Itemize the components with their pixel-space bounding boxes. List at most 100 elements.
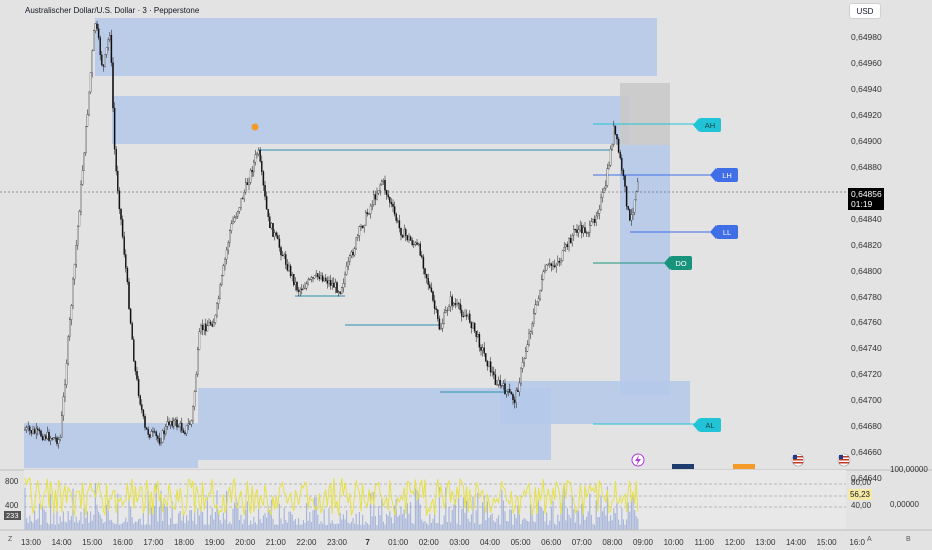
volume-bar bbox=[152, 512, 154, 530]
label-ll[interactable]: LL bbox=[710, 225, 738, 239]
candle-body bbox=[462, 316, 465, 317]
volume-bar bbox=[328, 508, 330, 530]
candle-body bbox=[438, 318, 441, 330]
candle-body bbox=[78, 211, 81, 227]
candle-body bbox=[608, 164, 610, 169]
us-flag-icon[interactable] bbox=[791, 453, 805, 467]
currency-button[interactable]: USD bbox=[849, 3, 881, 19]
candle-body bbox=[531, 323, 533, 332]
volume-bar bbox=[523, 518, 525, 530]
volume-bar bbox=[466, 500, 468, 530]
candle-body bbox=[398, 220, 401, 229]
volume-bar bbox=[435, 523, 437, 530]
candle-body bbox=[176, 419, 178, 428]
candle-body bbox=[633, 199, 636, 213]
volume-bar bbox=[306, 503, 308, 530]
volume-bar bbox=[478, 524, 480, 530]
rsi-current-value: 56,23 bbox=[848, 489, 872, 500]
log-scale-button[interactable]: B bbox=[906, 536, 911, 543]
volume-bar bbox=[419, 504, 421, 530]
volume-bar bbox=[422, 522, 424, 530]
lightning-icon[interactable] bbox=[631, 453, 645, 467]
volume-bar bbox=[587, 511, 589, 530]
volume-bar bbox=[144, 524, 146, 530]
volume-bar bbox=[266, 517, 268, 530]
volume-bar bbox=[581, 503, 583, 530]
price-tick: 0,64840 bbox=[851, 213, 882, 224]
event-marker-blue[interactable] bbox=[672, 464, 694, 469]
candle-body bbox=[93, 30, 95, 52]
candle-body bbox=[65, 363, 68, 385]
candle-body bbox=[493, 371, 495, 375]
candle-body bbox=[513, 399, 516, 403]
candle-body bbox=[323, 277, 325, 282]
candle-body bbox=[315, 273, 317, 276]
label-ah[interactable]: AH bbox=[693, 118, 721, 132]
candle-body bbox=[427, 277, 429, 285]
price-tick: 0,64660 bbox=[851, 447, 882, 458]
volume-bar bbox=[574, 522, 576, 530]
time-tick: 05:00 bbox=[510, 538, 531, 547]
volume-bar bbox=[147, 491, 149, 530]
volume-bar bbox=[533, 521, 535, 530]
volume-bar bbox=[142, 512, 144, 530]
auto-scale-button[interactable]: A bbox=[867, 536, 872, 543]
us-flag-icon-2[interactable] bbox=[837, 453, 851, 467]
volume-bar bbox=[397, 516, 399, 530]
volume-bar bbox=[613, 508, 615, 530]
zoom-toggle[interactable]: Z bbox=[8, 536, 13, 543]
volume-bar bbox=[557, 514, 559, 530]
volume-bar bbox=[298, 517, 300, 530]
candle-body bbox=[629, 209, 631, 221]
candle-body bbox=[525, 351, 527, 359]
candle-body bbox=[195, 374, 197, 392]
supply-zone-upper bbox=[112, 96, 629, 144]
label-lh[interactable]: LH bbox=[710, 168, 738, 182]
candle-body bbox=[256, 153, 258, 155]
candle-body bbox=[197, 349, 199, 375]
demand-zone-mid bbox=[198, 388, 551, 460]
candle-body bbox=[45, 435, 47, 439]
time-tick: 04:00 bbox=[479, 538, 501, 547]
candle-body bbox=[557, 260, 559, 265]
volume-bar bbox=[251, 524, 253, 530]
rsi-line bbox=[24, 477, 639, 517]
candle-body bbox=[94, 23, 97, 31]
volume-bar bbox=[214, 512, 216, 530]
volume-bar bbox=[354, 523, 356, 530]
label-do[interactable]: DO bbox=[664, 256, 692, 270]
candle-body bbox=[353, 248, 356, 256]
volume-bar bbox=[314, 497, 316, 530]
candle-body bbox=[542, 271, 545, 280]
current-price-value: 0,64856 bbox=[851, 189, 882, 199]
event-marker-orange[interactable] bbox=[733, 464, 755, 469]
candle-body bbox=[480, 347, 482, 351]
candle-body bbox=[544, 270, 546, 272]
candle-body bbox=[601, 192, 604, 198]
candle-body bbox=[464, 314, 466, 317]
candle-body bbox=[166, 421, 169, 427]
candle-body bbox=[149, 434, 151, 438]
volume-bar bbox=[90, 511, 92, 530]
volume-bar bbox=[30, 521, 32, 530]
candle-body bbox=[230, 223, 233, 231]
candle-body bbox=[328, 280, 330, 284]
volume-bar bbox=[141, 524, 143, 530]
volume-bar bbox=[96, 504, 98, 530]
volume-bar bbox=[531, 512, 533, 530]
label-al[interactable]: AL bbox=[693, 418, 721, 432]
volume-bar bbox=[517, 505, 519, 530]
candle-body bbox=[269, 216, 271, 229]
candle-body bbox=[265, 196, 268, 210]
volume-bar bbox=[603, 507, 605, 530]
volume-bar bbox=[66, 522, 68, 530]
candle-body bbox=[563, 246, 565, 251]
volume-bar bbox=[389, 511, 391, 530]
volume-bar bbox=[619, 524, 621, 530]
candle-body bbox=[123, 236, 125, 255]
candle-body bbox=[390, 202, 393, 205]
volume-bar bbox=[122, 522, 124, 530]
volume-bar bbox=[592, 523, 594, 530]
candle-body bbox=[29, 426, 31, 431]
